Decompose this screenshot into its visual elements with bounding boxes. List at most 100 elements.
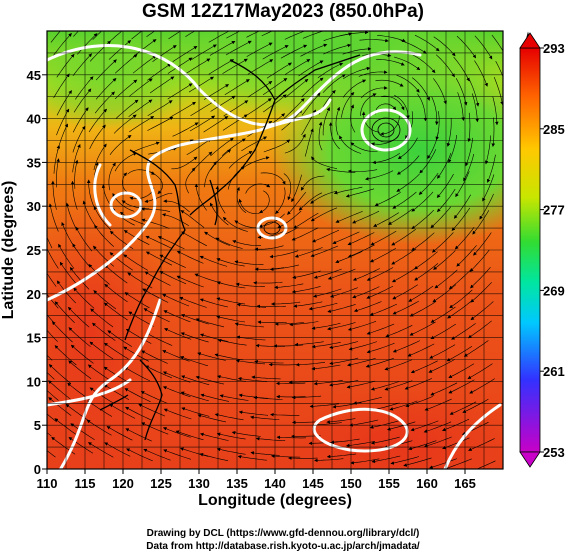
streamline (294, 247, 323, 258)
streamline (70, 423, 95, 440)
streamline (104, 264, 128, 284)
streamline (411, 191, 434, 212)
streamline (51, 180, 57, 210)
streamline (132, 141, 160, 153)
streamline (208, 31, 235, 43)
streamline (73, 287, 95, 309)
streamline (147, 100, 173, 117)
streamline (473, 232, 492, 256)
streamline (313, 380, 343, 386)
streamline (222, 58, 248, 74)
streamline (216, 281, 246, 289)
wind-streamlines (47, 31, 503, 469)
x-tick-label: 110 (37, 476, 58, 491)
streamline (115, 99, 139, 119)
streamline (141, 422, 169, 435)
streamline (246, 31, 260, 38)
streamline (292, 270, 321, 279)
streamline (190, 100, 216, 116)
x-axis-label: Longitude (degrees) (198, 492, 352, 509)
streamline (104, 342, 129, 360)
streamline (114, 79, 138, 100)
streamline (242, 156, 270, 169)
streamline (446, 117, 452, 147)
streamline (144, 271, 171, 286)
streamline (295, 362, 326, 367)
streamline (392, 284, 418, 300)
streamline (68, 436, 94, 454)
streamline (86, 419, 112, 436)
streamline (195, 318, 225, 328)
streamline (352, 210, 380, 224)
streamline (467, 112, 471, 143)
streamline (131, 31, 143, 40)
x-tick-label: 160 (416, 476, 438, 491)
streamline (333, 186, 363, 195)
streamline (430, 206, 451, 229)
streamline (199, 298, 229, 308)
streamline (270, 412, 300, 417)
x-tick-label: 165 (454, 476, 476, 491)
streamline (311, 342, 341, 349)
x-tick-label: 115 (75, 476, 96, 491)
streamline (453, 194, 471, 219)
streamline (172, 45, 198, 63)
streamline (417, 93, 428, 122)
streamline (163, 449, 191, 460)
streamline (407, 343, 435, 357)
streamline (492, 96, 499, 126)
streamline (72, 53, 93, 76)
streamline (132, 55, 157, 74)
streamline (141, 350, 168, 364)
streamline (145, 365, 173, 379)
streamline (444, 458, 472, 469)
streamline (449, 401, 477, 415)
streamline (47, 432, 52, 437)
streamline (471, 93, 480, 123)
streamline (65, 202, 78, 231)
streamline (353, 301, 382, 313)
streamline (409, 321, 436, 336)
y-tick-label: 30 (27, 199, 41, 214)
streamline (113, 114, 137, 134)
streamline (181, 375, 210, 385)
streamline (302, 31, 331, 39)
streamline (469, 249, 490, 272)
streamline (310, 245, 339, 258)
white-contours (47, 44, 502, 469)
streamline (217, 338, 247, 346)
streamline (87, 442, 114, 458)
streamline (377, 35, 406, 43)
streamline (255, 436, 286, 441)
streamline (47, 354, 53, 361)
streamline (247, 81, 273, 98)
streamline (124, 388, 151, 403)
streamline (312, 422, 342, 427)
streamline (170, 101, 197, 118)
streamline (251, 375, 281, 380)
streamline (263, 139, 291, 153)
streamline (143, 448, 171, 461)
streamline (300, 175, 325, 191)
streamline (375, 79, 404, 87)
streamline (430, 382, 458, 396)
streamline (194, 183, 208, 211)
streamline (145, 251, 173, 266)
streamline (53, 32, 72, 56)
streamline (449, 289, 473, 309)
streamline (410, 420, 439, 432)
streamline (304, 128, 314, 157)
streamline (246, 42, 273, 57)
streamline (86, 179, 95, 209)
x-tick-label: 120 (112, 476, 134, 491)
streamline (235, 359, 266, 365)
streamline (412, 54, 436, 74)
streamline (106, 426, 133, 441)
streamline (255, 343, 285, 348)
streamline (162, 294, 190, 307)
streamline (146, 31, 156, 38)
streamline (163, 408, 192, 420)
streamline (163, 199, 190, 213)
streamline (124, 366, 151, 382)
streamline (75, 226, 93, 252)
